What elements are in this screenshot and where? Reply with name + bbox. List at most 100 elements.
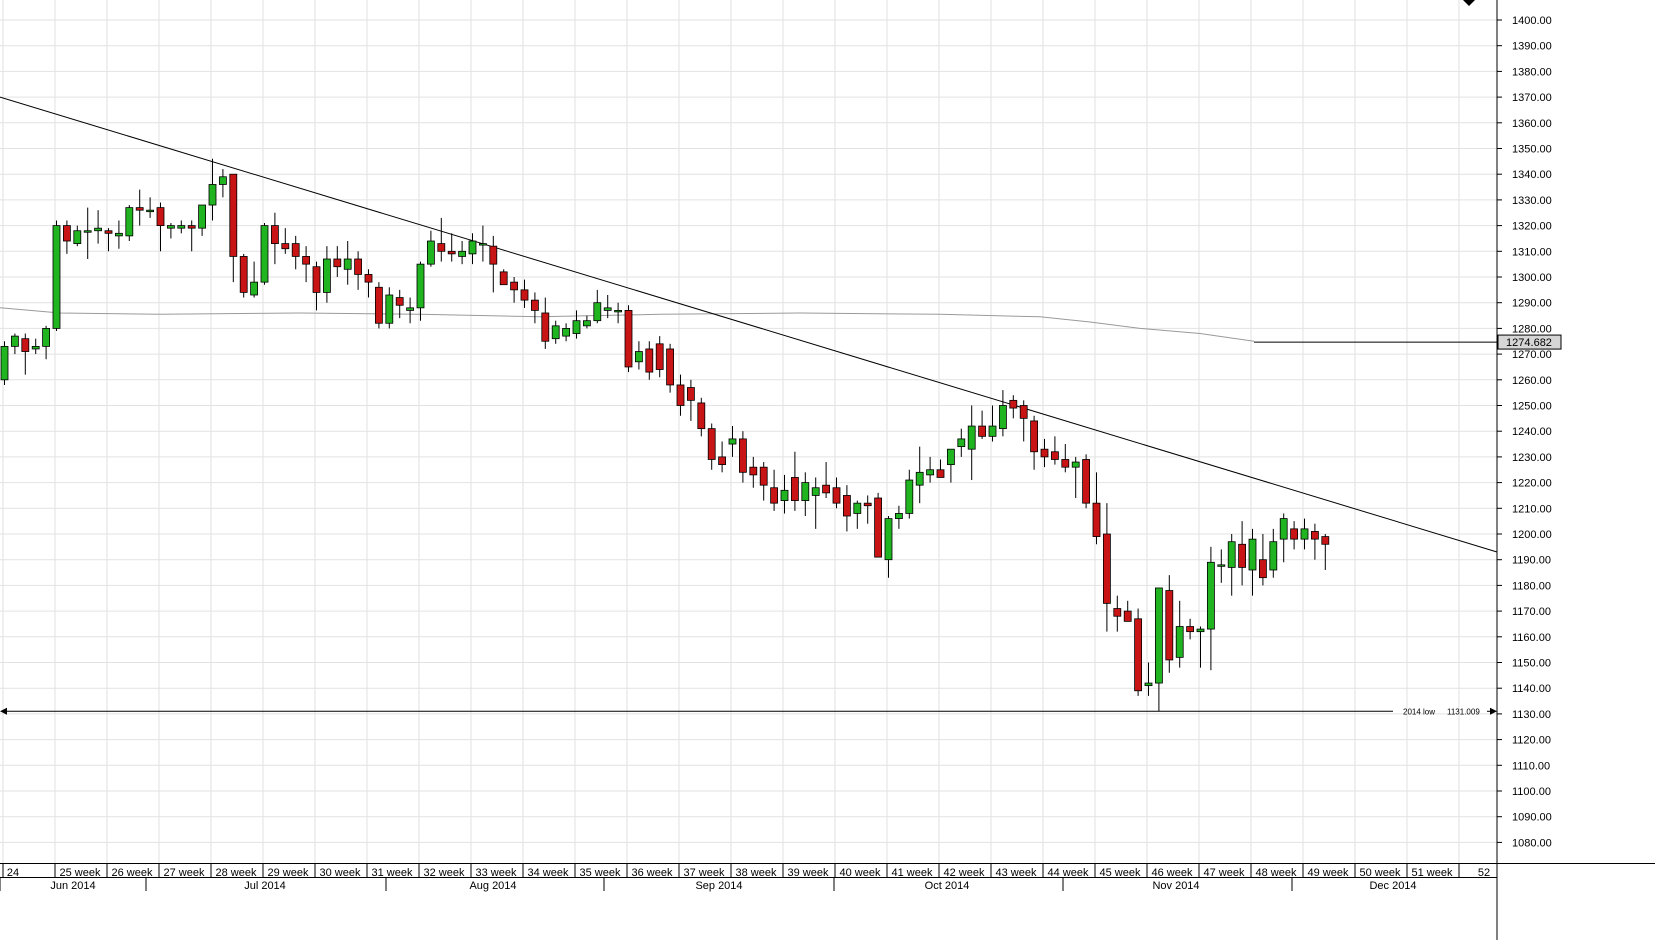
candle <box>1227 534 1236 596</box>
candle-body-up <box>884 518 893 561</box>
candle-body-down <box>1123 610 1132 622</box>
candle-body-down <box>21 338 30 352</box>
candle <box>458 241 467 265</box>
candle <box>447 233 456 262</box>
candle <box>468 233 477 265</box>
candle <box>250 261 259 298</box>
candle-body-down <box>229 173 238 257</box>
candle <box>967 405 976 481</box>
candle <box>551 320 560 344</box>
candle <box>926 456 934 483</box>
y-tick-label: 1320.00 <box>1512 221 1552 233</box>
candle-body-down <box>1186 626 1194 633</box>
candle <box>843 485 851 532</box>
candle <box>1279 513 1288 563</box>
candle-body-up <box>1217 564 1226 567</box>
candle <box>874 492 882 558</box>
candle <box>1259 534 1267 586</box>
candle <box>42 325 50 360</box>
y-tick-label: 1090.00 <box>1512 812 1552 824</box>
candle <box>73 225 82 247</box>
candle <box>1175 600 1184 668</box>
candle <box>10 333 19 355</box>
candle <box>1248 528 1257 596</box>
candle <box>791 451 799 511</box>
candle <box>832 477 841 509</box>
candle <box>478 225 487 262</box>
candle <box>884 516 893 578</box>
candle-body-up <box>218 176 227 185</box>
grid-lines <box>0 0 1497 863</box>
candle-body-up <box>895 513 903 519</box>
month-label: Sep 2014 <box>695 880 742 892</box>
candle <box>510 277 519 303</box>
candle <box>198 204 207 236</box>
y-axis: 1080.00 1090.00 1100.00 1110.00 1120.00 1130.… <box>1463 0 1552 940</box>
candle-body-down <box>1019 405 1028 419</box>
candle-body-up <box>593 302 602 322</box>
candle <box>541 297 550 349</box>
candle-body-down <box>863 502 872 507</box>
candle <box>531 292 539 324</box>
candle <box>177 220 186 234</box>
candle-body-up <box>572 320 581 334</box>
y-tick-label: 1380.00 <box>1512 66 1552 78</box>
candle <box>905 469 914 519</box>
candle <box>655 336 664 378</box>
candle-body-up <box>416 263 425 309</box>
week-label: 45 week <box>1100 867 1141 879</box>
candle-body-down <box>1311 531 1319 540</box>
week-label: 51 week <box>1412 867 1453 879</box>
candle-body-up <box>198 204 207 229</box>
candle-body-down <box>104 230 113 234</box>
candle <box>115 220 123 249</box>
candle-body-down <box>1290 528 1298 540</box>
y-tick-label: 1400.00 <box>1512 15 1552 27</box>
week-label: 50 week <box>1360 867 1401 879</box>
candle <box>489 235 498 293</box>
candle <box>572 310 581 339</box>
candle <box>1207 546 1215 671</box>
candle <box>1061 444 1070 473</box>
candle-body-up <box>583 320 591 327</box>
candle-body-down <box>354 258 363 275</box>
candle <box>999 390 1007 437</box>
candle-body-down <box>156 207 165 227</box>
candle <box>1155 587 1163 712</box>
candle-body-up <box>177 225 186 229</box>
candle <box>291 235 300 270</box>
candle-body-up <box>385 294 394 324</box>
candle-body-up <box>1175 626 1184 658</box>
y-tick-label: 1130.00 <box>1512 709 1551 721</box>
candle <box>406 297 415 324</box>
candle-body-up <box>260 225 269 283</box>
candle-body-down <box>843 495 851 517</box>
candle <box>104 228 113 252</box>
candle <box>31 338 40 355</box>
week-label: 25 week <box>60 867 101 879</box>
candle <box>593 289 602 324</box>
candle <box>302 246 311 283</box>
candle <box>135 189 144 226</box>
y-tick-label: 1210.00 <box>1512 503 1552 515</box>
candle-body-up <box>52 225 61 329</box>
candle-body-up <box>811 487 820 496</box>
candle <box>1269 528 1278 578</box>
candle-body-up <box>115 232 123 237</box>
candle <box>614 302 622 324</box>
candle <box>895 505 903 529</box>
candle <box>635 341 643 370</box>
candle-body-down <box>707 428 716 460</box>
week-label: 41 week <box>892 867 933 879</box>
month-label: Dec 2014 <box>1369 880 1416 892</box>
candle <box>125 205 134 242</box>
candle <box>229 173 238 283</box>
candle-body-down <box>655 343 664 370</box>
y-tick-label: 1150.00 <box>1512 658 1551 670</box>
candle-body-down <box>1082 459 1090 504</box>
candle <box>707 423 716 470</box>
candle-body-down <box>270 225 279 244</box>
